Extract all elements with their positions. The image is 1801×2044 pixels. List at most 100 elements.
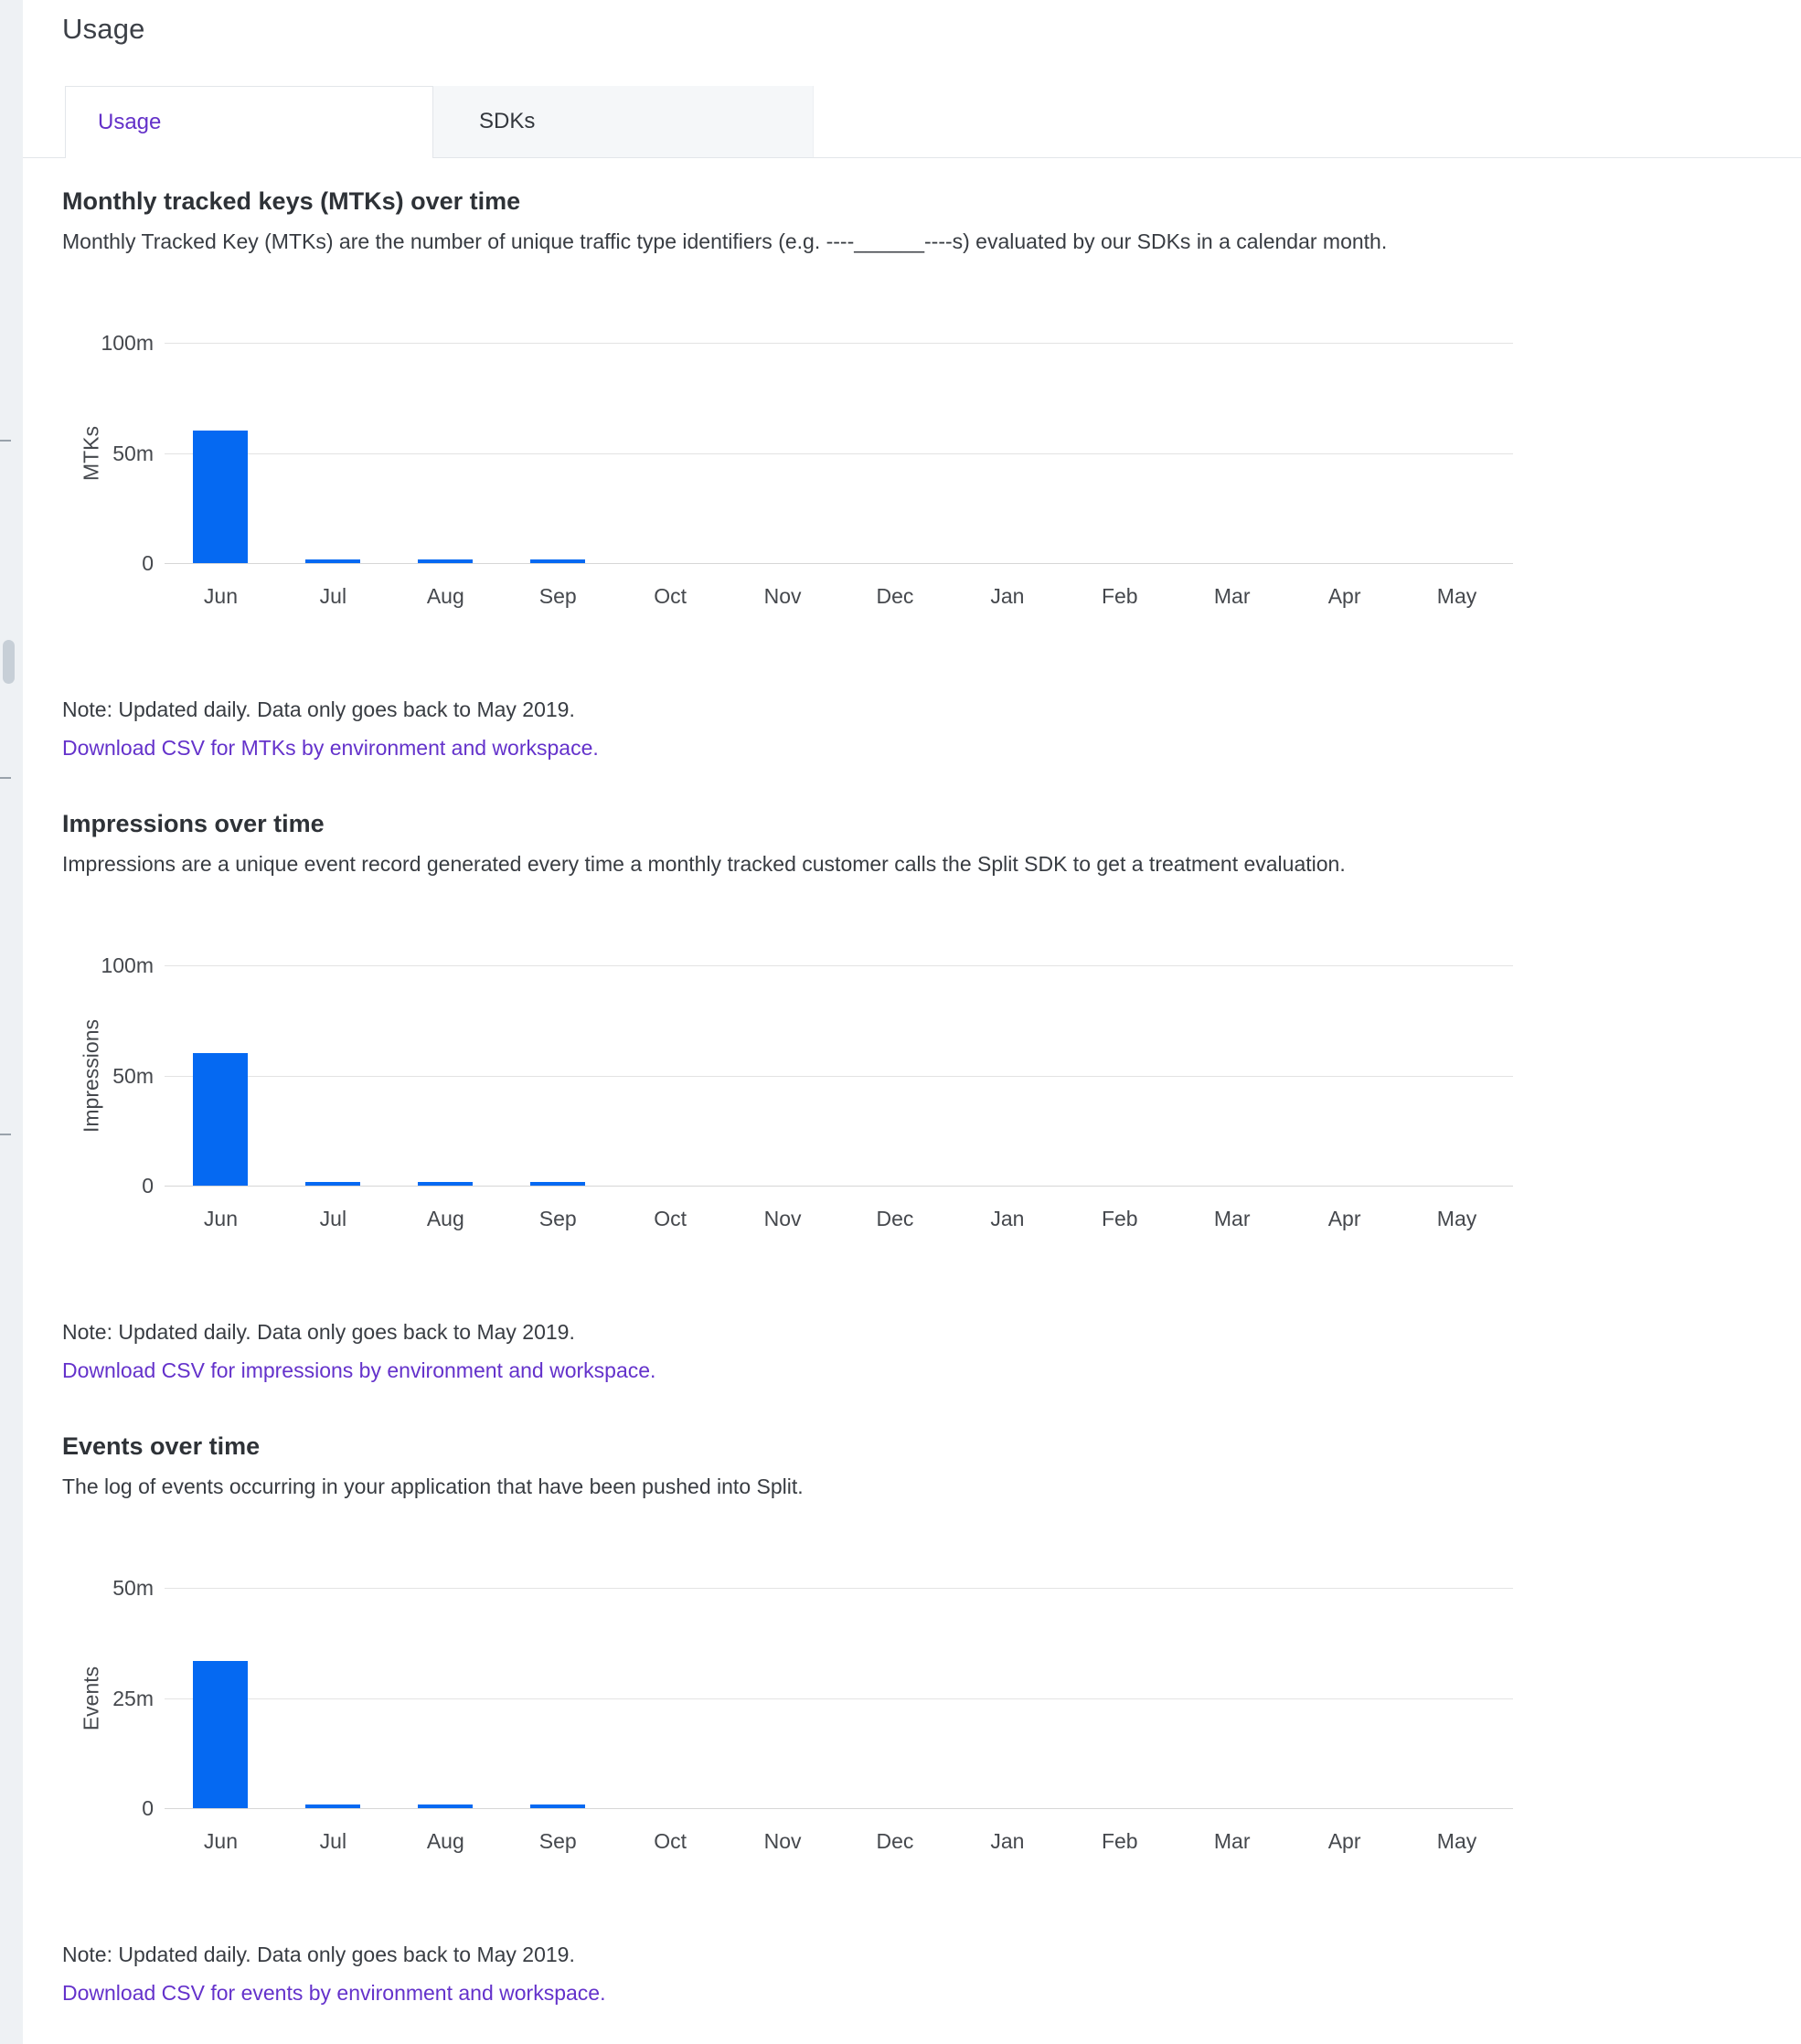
x-axis-month-label: Mar: [1213, 1207, 1251, 1230]
gridline: [165, 1075, 1513, 1077]
x-axis-month-label: Jul: [319, 1829, 347, 1853]
x-axis-month-label: Nov: [763, 1207, 802, 1230]
x-axis-month-label: Apr: [1327, 1829, 1361, 1853]
y-axis-title: Events: [79, 1666, 103, 1730]
x-axis-month-label: Apr: [1327, 1207, 1361, 1230]
rail-tick-mark: [0, 777, 11, 779]
collapsed-sidebar-rail: [0, 0, 23, 2044]
gridline: [165, 1186, 1513, 1187]
usage-page: Usage Usage SDKs Monthly tracked keys (M…: [23, 0, 1801, 2006]
y-axis-title: MTKs: [79, 425, 103, 481]
tab-usage-label: Usage: [98, 110, 162, 134]
y-axis-tick-label: 0: [142, 1796, 154, 1820]
x-axis-month-label: Aug: [426, 1207, 464, 1230]
x-axis-month-label: Jan: [990, 1829, 1025, 1853]
section-description: The log of events occurring in your appl…: [62, 1474, 804, 1498]
x-axis-month-label: Sep: [538, 1207, 577, 1230]
x-axis-month-label: Aug: [426, 584, 464, 608]
y-axis-tick-label: 50m: [112, 441, 154, 465]
x-axis-month-label: Feb: [1101, 1829, 1138, 1853]
chart-bar-aug: [418, 1182, 474, 1186]
x-axis-month-label: Jun: [203, 1207, 238, 1230]
x-axis-month-label: May: [1436, 1829, 1477, 1853]
x-axis-month-label: Aug: [426, 1829, 464, 1853]
y-axis-tick-label: 50m: [112, 1063, 154, 1088]
y-axis-title: Impressions: [79, 1018, 103, 1133]
page-title: Usage: [62, 13, 145, 45]
x-axis-month-label: Nov: [763, 1829, 802, 1853]
mtks-chart: 100m 50m 0 MTKs Jun Jul Aug Sep Oct Nov Dec Jan Feb M…: [62, 331, 1801, 618]
chart-bar-jul: [305, 559, 361, 563]
chart-bar-sep: [530, 1804, 586, 1808]
gridline: [165, 563, 1513, 564]
chart-bar-jul: [305, 1804, 361, 1808]
mtks-chart-plot: 100m 50m 0 MTKs Jun Jul Aug Sep Oct Nov Dec Jan Feb M…: [80, 331, 1513, 608]
download-csv-events-link[interactable]: Download CSV for events by environment a…: [62, 1981, 606, 2005]
chart-bar-jun: [193, 1661, 249, 1808]
tab-sdks-label: SDKs: [479, 109, 536, 133]
section-heading: Monthly tracked keys (MTKs) over time: [62, 187, 521, 215]
x-axis-month-label: Sep: [538, 1829, 577, 1853]
section-mtks: Monthly tracked keys (MTKs) over time Mo…: [62, 186, 1801, 761]
chart-bar-sep: [530, 559, 586, 563]
gridline: [165, 343, 1513, 344]
y-axis-tick-label: 100m: [101, 331, 154, 355]
rail-tick-mark: [0, 440, 11, 442]
gridline: [165, 1588, 1513, 1589]
x-axis-month-label: Feb: [1101, 584, 1138, 608]
events-chart: 50m 25m 0 Events Jun Jul Aug Sep Oct Nov Dec Jan Feb…: [62, 1576, 1801, 1863]
x-axis-month-label: Oct: [654, 1829, 687, 1853]
x-axis-month-label: Dec: [876, 1829, 914, 1853]
x-axis-month-label: Oct: [654, 1207, 687, 1230]
x-axis-month-label: Dec: [876, 1207, 914, 1230]
y-axis-tick-label: 50m: [112, 1576, 154, 1600]
chart-note: Note: Updated daily. Data only goes back…: [62, 1320, 575, 1344]
page-content: Monthly tracked keys (MTKs) over time Mo…: [23, 186, 1801, 2006]
x-axis-month-label: Jun: [203, 1829, 238, 1853]
tab-bar: Usage SDKs: [23, 86, 1801, 158]
y-axis-tick-label: 25m: [112, 1686, 154, 1710]
x-axis-month-label: Jan: [990, 1207, 1025, 1230]
chart-bar-aug: [418, 559, 474, 563]
chart-bar-jul: [305, 1182, 361, 1186]
gridline: [165, 1808, 1513, 1809]
x-axis-month-label: Sep: [538, 584, 577, 608]
chart-bar-jun: [193, 431, 249, 563]
gridline: [165, 965, 1513, 966]
x-axis-month-label: Mar: [1213, 1829, 1251, 1853]
section-heading: Events over time: [62, 1432, 261, 1460]
y-axis-tick-label: 100m: [101, 953, 154, 977]
tab-sdks[interactable]: SDKs: [433, 86, 814, 157]
chart-note: Note: Updated daily. Data only goes back…: [62, 1943, 575, 1966]
impressions-chart: 100m 50m 0 Impressions Jun Jul Aug Sep Oct Nov Dec…: [62, 953, 1801, 1240]
x-axis-month-label: Apr: [1327, 584, 1361, 608]
x-axis-month-label: Mar: [1213, 584, 1251, 608]
x-axis-month-label: Nov: [763, 584, 802, 608]
scrollbar-thumb[interactable]: [3, 640, 15, 684]
x-axis-month-label: May: [1436, 584, 1477, 608]
chart-bar-sep: [530, 1182, 586, 1186]
rail-tick-mark: [0, 1134, 11, 1135]
x-axis-month-label: Jul: [319, 584, 347, 608]
chart-note: Note: Updated daily. Data only goes back…: [62, 697, 575, 721]
tab-usage[interactable]: Usage: [65, 86, 433, 158]
gridline: [165, 452, 1513, 454]
section-description: Monthly Tracked Key (MTKs) are the numbe…: [62, 229, 1388, 253]
x-axis-month-label: Jan: [990, 584, 1025, 608]
impressions-chart-plot: 100m 50m 0 Impressions Jun Jul Aug Sep Oct Nov Dec…: [80, 953, 1513, 1230]
y-axis-tick-label: 0: [142, 551, 154, 575]
x-axis-month-label: Jul: [319, 1207, 347, 1230]
section-impressions: Impressions over time Impressions are a …: [62, 808, 1801, 1383]
download-csv-impressions-link[interactable]: Download CSV for impressions by environm…: [62, 1358, 656, 1382]
x-axis-month-label: Jun: [203, 584, 238, 608]
x-axis-month-label: May: [1436, 1207, 1477, 1230]
section-description: Impressions are a unique event record ge…: [62, 852, 1346, 876]
y-axis-tick-label: 0: [142, 1174, 154, 1198]
chart-bar-jun: [193, 1053, 249, 1186]
chart-bar-aug: [418, 1804, 474, 1808]
x-axis-month-label: Dec: [876, 584, 914, 608]
x-axis-month-label: Oct: [654, 584, 687, 608]
x-axis-month-label: Feb: [1101, 1207, 1138, 1230]
events-chart-plot: 50m 25m 0 Events Jun Jul Aug Sep Oct Nov Dec Jan Feb…: [80, 1576, 1513, 1853]
download-csv-mtks-link[interactable]: Download CSV for MTKs by environment and…: [62, 736, 599, 760]
